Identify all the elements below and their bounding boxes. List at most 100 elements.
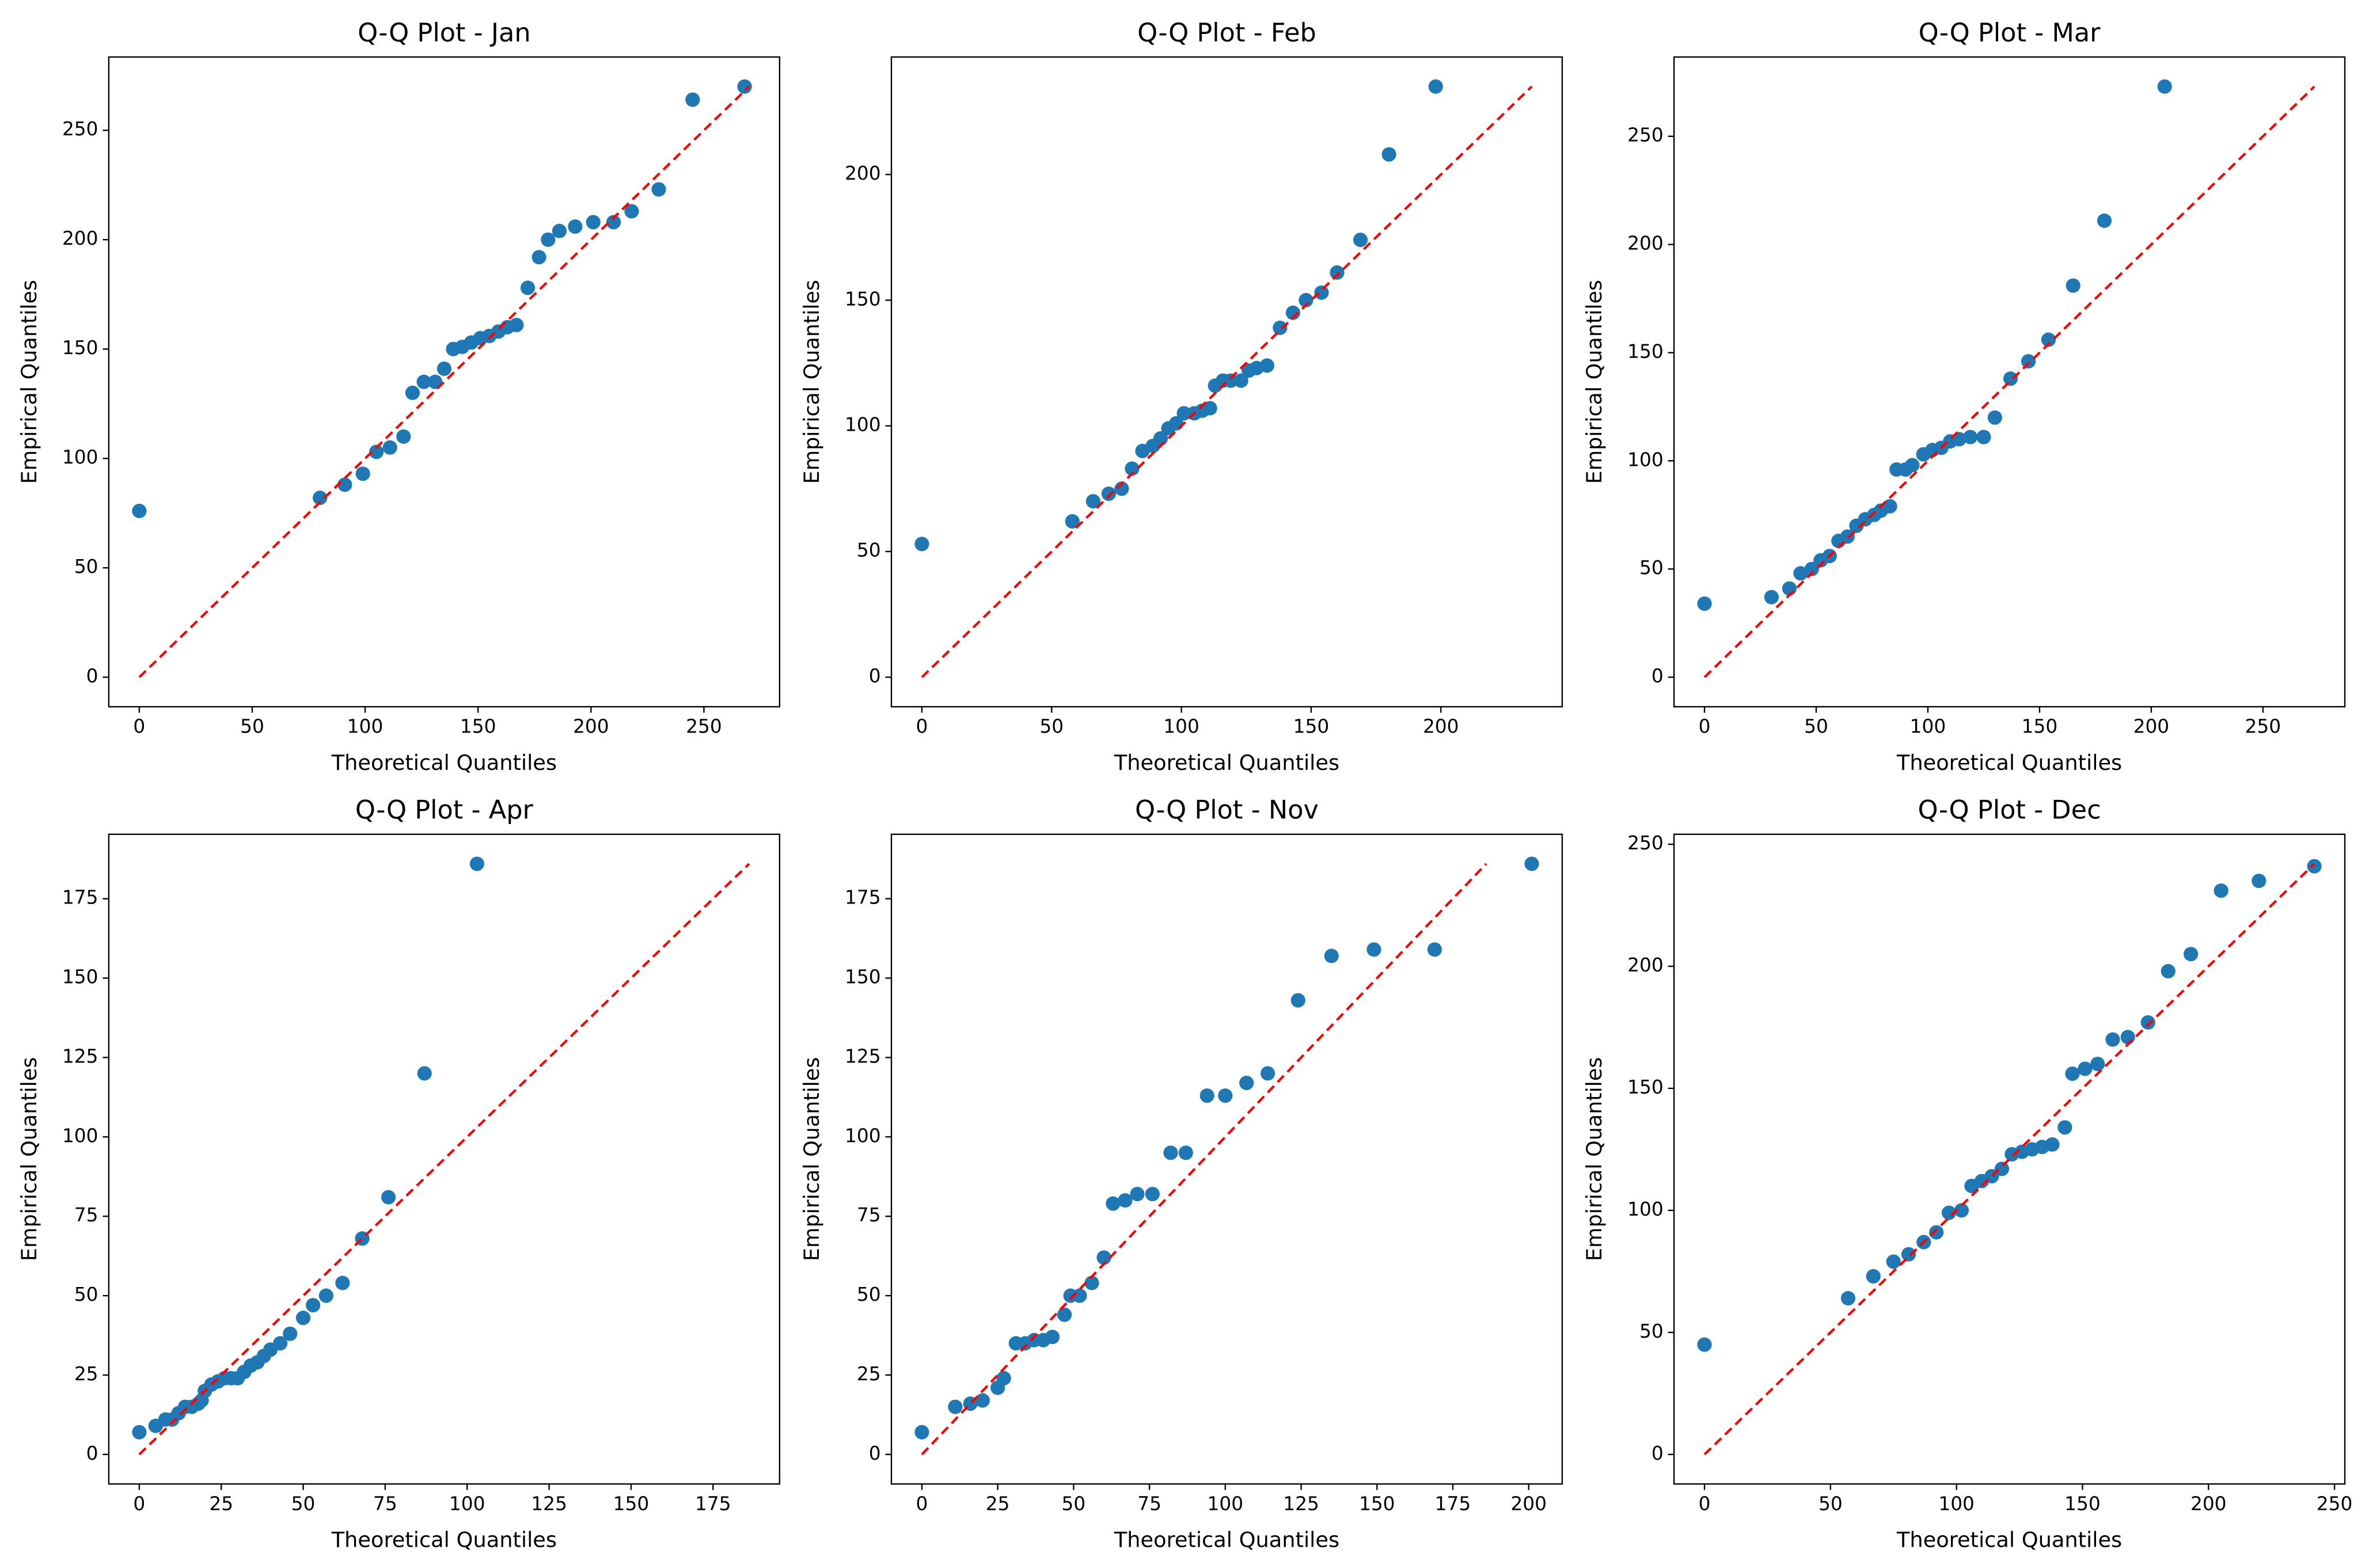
y-tick-label: 150 bbox=[1627, 1076, 1664, 1098]
y-tick-label: 100 bbox=[62, 1125, 98, 1146]
point bbox=[306, 1298, 321, 1313]
point bbox=[1285, 305, 1300, 320]
x-tick-label: 150 bbox=[613, 1493, 650, 1515]
x-tick-label: 150 bbox=[1293, 716, 1330, 738]
point bbox=[2065, 1066, 2080, 1081]
y-tick-label: 50 bbox=[74, 556, 98, 578]
x-tick-label: 125 bbox=[531, 1493, 567, 1515]
x-axis-label: Theoretical Quantiles bbox=[1114, 1528, 1339, 1552]
reference-line bbox=[1703, 863, 2315, 1456]
x-tick-label: 100 bbox=[449, 1493, 485, 1515]
point bbox=[1130, 1187, 1145, 1202]
y-tick-label: 150 bbox=[1627, 341, 1664, 363]
point bbox=[1299, 293, 1313, 307]
point bbox=[295, 1311, 311, 1326]
point bbox=[405, 385, 420, 400]
point bbox=[1218, 1088, 1233, 1103]
point bbox=[1290, 993, 1305, 1008]
point bbox=[416, 374, 431, 389]
x-tick-label: 0 bbox=[133, 716, 145, 738]
point bbox=[1804, 561, 1819, 576]
point bbox=[651, 182, 666, 197]
axes-frame bbox=[108, 56, 781, 708]
chart-title: Q-Q Plot - Jan bbox=[358, 18, 531, 48]
y-tick-label: 200 bbox=[845, 162, 881, 184]
y-tick-label: 0 bbox=[1652, 1442, 1664, 1464]
x-tick-label: 100 bbox=[347, 716, 384, 738]
x-tick-label: 200 bbox=[573, 716, 609, 738]
point bbox=[2157, 79, 2172, 94]
subplot: Q-Q Plot - Apr Theoretical Quantiles Empir… bbox=[17, 796, 781, 1552]
y-tick-label: 25 bbox=[857, 1363, 881, 1385]
point bbox=[914, 1425, 929, 1440]
point bbox=[1954, 1203, 1969, 1218]
point bbox=[1901, 1247, 1916, 1262]
point bbox=[1057, 1307, 1072, 1322]
point bbox=[2214, 883, 2228, 898]
x-tick-label: 25 bbox=[209, 1493, 233, 1515]
point bbox=[318, 1288, 333, 1303]
point bbox=[1259, 358, 1274, 373]
x-tick-label: 200 bbox=[1423, 716, 1459, 738]
x-tick-label: 150 bbox=[2064, 1493, 2101, 1515]
point bbox=[2021, 354, 2036, 369]
point bbox=[975, 1393, 990, 1408]
point bbox=[1929, 1225, 1944, 1240]
chart-title: Q-Q Plot - Mar bbox=[1919, 18, 2101, 48]
point bbox=[1941, 1205, 1957, 1220]
x-tick-label: 0 bbox=[1699, 1493, 1711, 1515]
point bbox=[1366, 942, 1381, 957]
y-tick-label: 100 bbox=[1627, 1198, 1664, 1220]
x-tick-label: 100 bbox=[1938, 1493, 1975, 1515]
y-tick-label: 175 bbox=[62, 887, 98, 909]
point bbox=[2003, 371, 2018, 386]
x-tick-label: 50 bbox=[1039, 716, 1064, 738]
point bbox=[568, 219, 583, 234]
y-tick-label: 200 bbox=[1627, 954, 1664, 976]
y-tick-label: 50 bbox=[74, 1284, 98, 1305]
point bbox=[436, 361, 451, 376]
x-tick-label: 200 bbox=[2133, 716, 2170, 738]
point bbox=[1273, 320, 1288, 335]
point bbox=[1178, 1145, 1193, 1160]
point bbox=[1125, 461, 1140, 476]
chart-title: Q-Q Plot - Feb bbox=[1137, 18, 1316, 48]
point bbox=[132, 1425, 147, 1440]
point bbox=[132, 503, 147, 518]
point bbox=[1233, 373, 1248, 388]
y-tick-label: 25 bbox=[74, 1363, 98, 1385]
point bbox=[1101, 486, 1117, 501]
x-tick-label: 50 bbox=[291, 1493, 316, 1515]
x-tick-label: 250 bbox=[686, 716, 722, 738]
point bbox=[1353, 233, 1368, 248]
point bbox=[948, 1399, 963, 1414]
y-axis-label: Empirical Quantiles bbox=[799, 1057, 824, 1261]
y-tick-label: 50 bbox=[1639, 1320, 1664, 1342]
x-tick-label: 50 bbox=[240, 716, 264, 738]
point bbox=[1428, 79, 1443, 94]
y-tick-label: 125 bbox=[62, 1046, 98, 1068]
y-tick-label: 250 bbox=[62, 118, 98, 140]
y-tick-label: 0 bbox=[1652, 665, 1664, 687]
point bbox=[1260, 1066, 1275, 1081]
axes-frame bbox=[890, 56, 1563, 708]
point bbox=[1976, 430, 1991, 445]
point bbox=[520, 280, 536, 295]
point bbox=[417, 1066, 432, 1081]
point bbox=[2140, 1015, 2155, 1030]
y-tick-label: 200 bbox=[62, 227, 98, 249]
y-tick-label: 150 bbox=[62, 966, 98, 988]
point bbox=[1045, 1330, 1060, 1345]
chart-title: Q-Q Plot - Apr bbox=[355, 796, 534, 825]
point bbox=[335, 1275, 350, 1290]
point bbox=[1697, 596, 1712, 611]
point bbox=[552, 223, 567, 238]
x-tick-label: 25 bbox=[986, 1493, 1010, 1515]
subplot: Q-Q Plot - Dec Theoretical Quantiles Empir… bbox=[1582, 796, 2352, 1552]
point bbox=[1114, 481, 1129, 496]
point bbox=[2184, 947, 2199, 962]
reference-line bbox=[1703, 85, 2315, 678]
point bbox=[1239, 1076, 1254, 1091]
point bbox=[541, 232, 556, 247]
y-tick-label: 100 bbox=[62, 446, 98, 468]
